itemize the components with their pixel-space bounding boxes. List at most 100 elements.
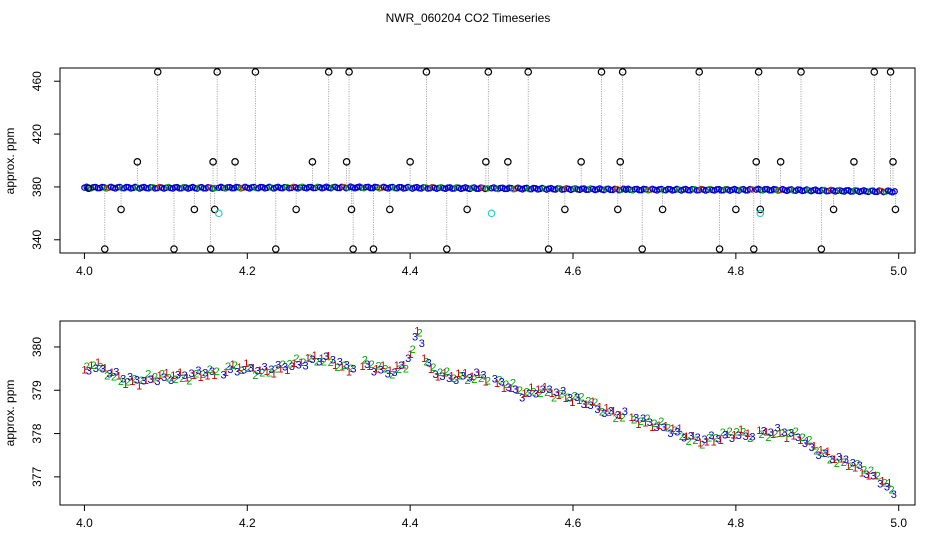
- digit-point: 2: [503, 379, 509, 391]
- outlier-point: [715, 245, 724, 253]
- outlier-point: [308, 158, 317, 166]
- digit-point: 1: [704, 437, 710, 449]
- bottom-x-tick-label: 4.8: [728, 516, 745, 530]
- digit-point: 1: [198, 372, 204, 384]
- digit-point: 3: [385, 369, 391, 381]
- digit-point: 1: [204, 370, 210, 382]
- digit-point: 3: [106, 369, 112, 381]
- digit-point: 2: [464, 375, 470, 387]
- digit-point: 2: [328, 357, 334, 369]
- digit-point: 1: [569, 397, 575, 409]
- digit-point: 1: [360, 361, 366, 373]
- digit-point: 1: [143, 375, 149, 387]
- digit-point: 2: [321, 357, 327, 369]
- digit-point: 2: [375, 361, 381, 373]
- digit-point: 3: [667, 428, 673, 440]
- digit-point: 1: [635, 419, 641, 431]
- outlier-point: [442, 245, 451, 253]
- digit-point: 3: [688, 431, 694, 443]
- digit-point: 3: [768, 427, 774, 439]
- digit-point: 1: [116, 371, 122, 383]
- digit-point: 2: [232, 360, 238, 372]
- outlier-point: [406, 158, 414, 166]
- digit-point: 1: [683, 431, 689, 443]
- digit-point: 2: [207, 364, 213, 376]
- digit-point: 1: [756, 425, 762, 437]
- top-x-tick-label: 4.6: [565, 264, 582, 278]
- digit-point: 3: [432, 369, 438, 381]
- outlier-point: [658, 205, 667, 214]
- digit-point: 3: [829, 454, 835, 466]
- digit-point: 2: [861, 465, 867, 477]
- digit-point: 1: [879, 475, 885, 487]
- digit-point: 2: [314, 357, 320, 369]
- digit-point: 2: [382, 364, 388, 376]
- outlier-point: [504, 158, 512, 166]
- digit-point: 3: [398, 360, 404, 372]
- digit-point: 3: [722, 429, 728, 441]
- digit-point: 3: [654, 422, 660, 434]
- top-y-tick-label: 420: [30, 124, 44, 144]
- digit-point: 2: [341, 360, 347, 372]
- outlier-point: [797, 68, 805, 76]
- digit-point: 3: [209, 366, 215, 378]
- digit-point: 3: [533, 388, 539, 400]
- digit-point: 3: [275, 359, 281, 371]
- digit-point: 1: [277, 363, 283, 375]
- digit-point: 2: [132, 373, 138, 385]
- digit-point: 3: [426, 358, 432, 370]
- digit-point: 3: [100, 364, 106, 376]
- baseline-point: [211, 184, 218, 192]
- baseline-point: [748, 186, 756, 193]
- digit-point: 2: [585, 396, 591, 408]
- digit-point: 2: [125, 377, 131, 389]
- digit-point: 1: [442, 368, 448, 380]
- digit-point: 2: [882, 477, 888, 489]
- outlier-point: [133, 158, 142, 166]
- digit-point: 3: [850, 457, 856, 469]
- digit-point: 2: [396, 364, 402, 376]
- digit-point: 1: [617, 410, 623, 422]
- digit-point: 1: [790, 430, 796, 442]
- digit-point: 1: [366, 361, 372, 373]
- top-y-axis-label: approx. ppm: [3, 128, 17, 195]
- digit-point: 3: [615, 410, 621, 422]
- outlier-point: [616, 158, 625, 166]
- digit-point: 3: [857, 460, 863, 472]
- digit-point: 2: [214, 366, 220, 378]
- digit-point: 3: [241, 365, 247, 377]
- outlier-point: [577, 158, 585, 166]
- digit-point: 2: [820, 448, 826, 460]
- digit-point: 2: [97, 361, 103, 373]
- bottom-x-axis: 4.0 4.2 4.4 4.6 4.8 5.0: [76, 505, 907, 530]
- digit-point: 1: [873, 470, 879, 482]
- top-panel: approx. ppm 4.0 4.2 4.4 4.6 4.8 5.0 340 380 420…: [3, 67, 916, 278]
- digit-point: 2: [692, 435, 698, 447]
- outlier-point: [190, 205, 199, 214]
- outlier-point: [231, 158, 239, 166]
- digit-point: 2: [225, 361, 231, 373]
- digit-point: 2: [84, 361, 90, 373]
- bottom-plot-frame: [59, 320, 916, 506]
- digit-point: 1: [590, 396, 596, 408]
- outlier-point: [206, 245, 215, 253]
- digit-point: 1: [271, 368, 277, 380]
- outlier-point: [889, 158, 897, 166]
- digit-point: 2: [471, 374, 477, 386]
- digit-point: 2: [572, 390, 578, 402]
- digit-point: 2: [613, 413, 619, 425]
- digit-point: 2: [875, 471, 881, 483]
- digit-point: 1: [556, 390, 562, 402]
- digit-point: 3: [836, 451, 842, 463]
- digit-point: 1: [629, 412, 635, 424]
- digit-point: 3: [141, 376, 147, 388]
- digit-point: 1: [469, 371, 475, 383]
- digit-point: 2: [173, 374, 179, 386]
- outlier-point: [752, 158, 761, 166]
- digit-point: 3: [93, 363, 99, 375]
- digit-point: 3: [344, 359, 350, 371]
- digit-point: 3: [601, 408, 607, 420]
- outlier-point: [482, 158, 490, 166]
- digit-point: 1: [763, 426, 769, 438]
- digit-point: 3: [736, 430, 742, 442]
